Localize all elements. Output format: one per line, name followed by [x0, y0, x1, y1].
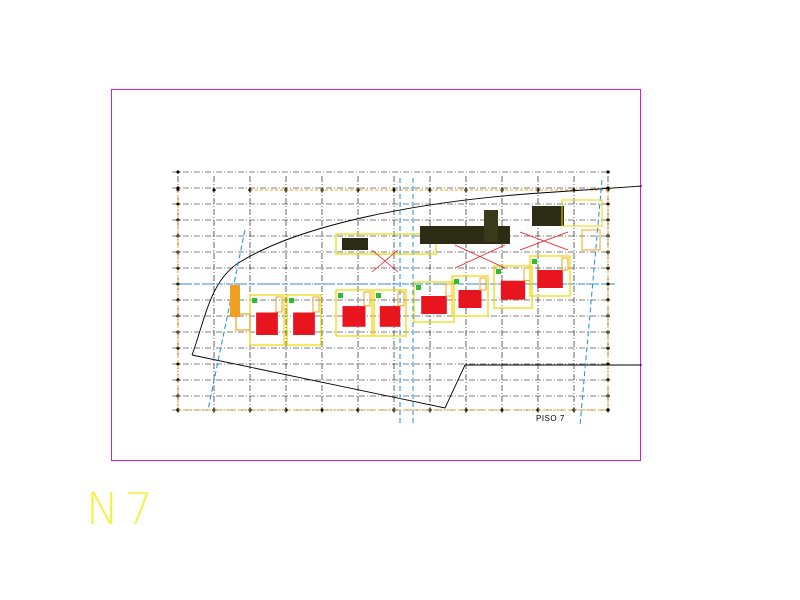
equipment-mark [416, 285, 421, 290]
equipment-mark [454, 279, 459, 284]
stair-block [230, 285, 251, 331]
grid-marker [176, 362, 180, 366]
circulation-cross-marks [371, 231, 569, 273]
grid-marker [606, 202, 610, 206]
equipment-mark [376, 293, 381, 298]
door-frame [479, 277, 487, 291]
seating-block [421, 296, 447, 314]
sheet-frame [111, 89, 641, 461]
classroom-walls [413, 281, 455, 323]
classroom [335, 289, 373, 337]
classroom [451, 275, 489, 317]
grid-marker [500, 408, 504, 412]
seating-block [537, 270, 563, 288]
classroom-walls [286, 294, 322, 346]
classroom [373, 289, 407, 337]
grid-marker [606, 282, 610, 286]
door-frame [561, 257, 569, 271]
seating-block [342, 306, 366, 327]
equipment-mark [252, 298, 257, 303]
equipment-mark [338, 293, 343, 298]
service-band [335, 199, 603, 255]
seating-block [500, 280, 526, 300]
grid-marker [392, 188, 396, 192]
column-markers [176, 170, 610, 412]
building-outline [191, 185, 643, 409]
door-frame [363, 291, 371, 307]
classroom-walls [529, 255, 571, 297]
seating-block [293, 312, 315, 335]
grid-marker [176, 170, 180, 174]
door-frame [275, 296, 283, 313]
seating-block [458, 290, 482, 308]
door-frame [312, 296, 320, 313]
door-frame [523, 267, 531, 282]
seating-block [379, 306, 401, 327]
classroom [249, 294, 285, 346]
equipment-mark [532, 259, 537, 264]
grid-marker [320, 408, 324, 412]
equipment-mark [289, 298, 294, 303]
grid-marker [606, 170, 610, 174]
classroom-walls [335, 289, 373, 337]
door-frame [397, 291, 405, 307]
grid-marker [176, 202, 180, 206]
classroom [286, 294, 322, 346]
seating-block [256, 312, 278, 335]
door-frame [445, 283, 453, 297]
classroom [493, 265, 533, 309]
classroom-walls [493, 265, 533, 309]
classroom [529, 255, 571, 297]
slab-edge [177, 189, 609, 411]
classroom-blocks [249, 255, 571, 346]
level-code: N7 [86, 484, 159, 535]
classroom-walls [451, 275, 489, 317]
grid-lines-horizontal [172, 171, 612, 411]
grid-marker [606, 408, 610, 412]
equipment-mark [496, 269, 501, 274]
plan-title: PISO 7 [536, 414, 565, 423]
classroom-walls [373, 289, 407, 337]
grid-marker [212, 188, 216, 192]
